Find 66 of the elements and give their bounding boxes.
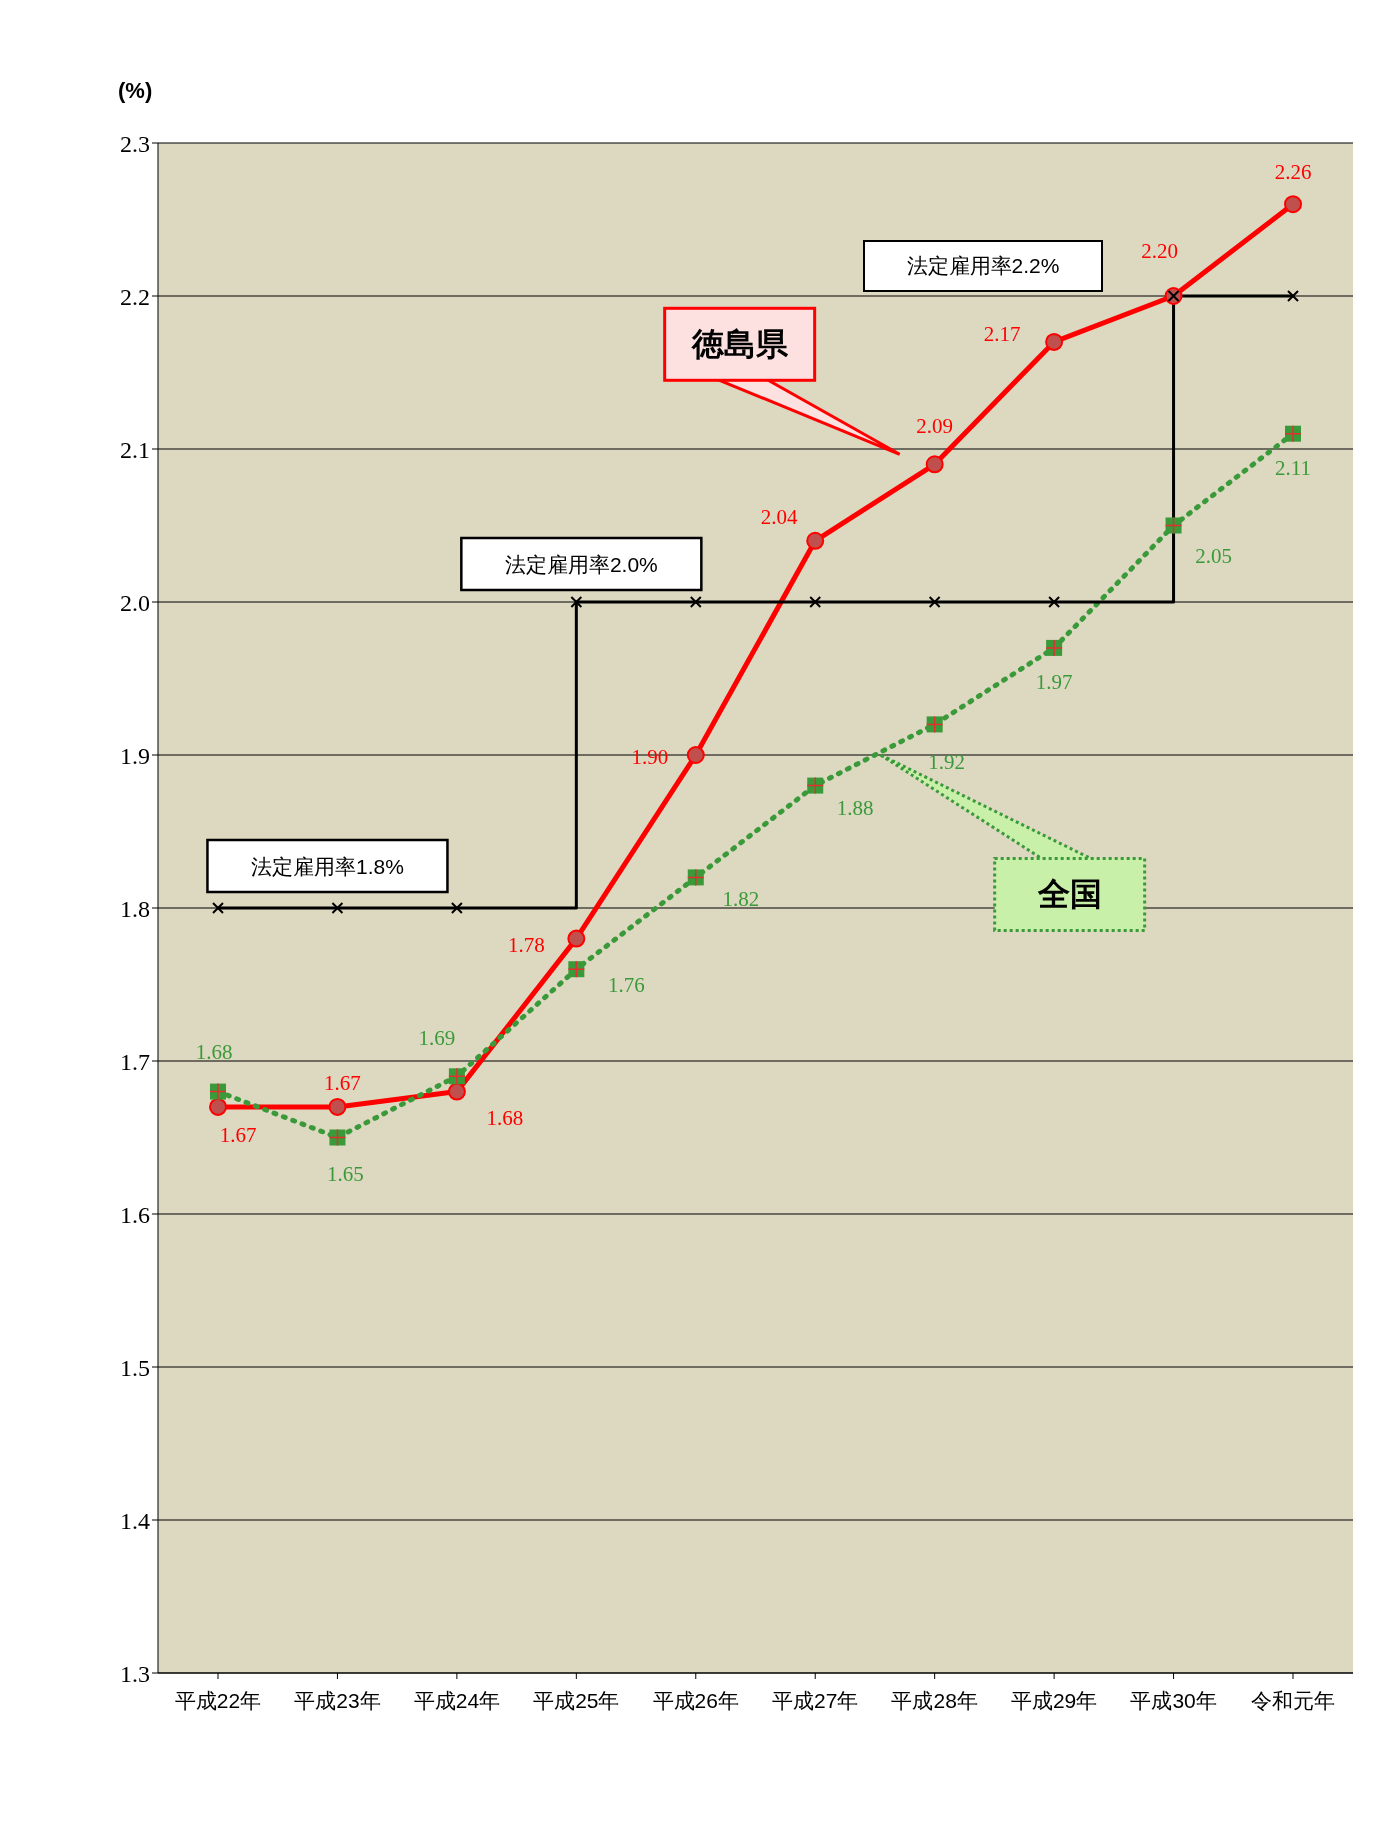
data-label: 1.67	[219, 1122, 257, 1147]
y-tick-label: 2.3	[120, 130, 150, 157]
x-tick-label: 令和元年	[1251, 1688, 1335, 1712]
data-label: 2.20	[1141, 239, 1178, 263]
y-tick-label: 1.8	[120, 895, 150, 922]
x-tick-label: 平成24年	[413, 1688, 501, 1712]
callout-box: 徳島県	[663, 306, 902, 456]
y-tick-label: 1.5	[120, 1354, 150, 1381]
y-tick-label: 1.4	[120, 1507, 150, 1534]
point	[928, 596, 941, 608]
point	[1048, 596, 1061, 608]
point	[689, 596, 702, 608]
point	[1287, 290, 1299, 302]
annotation: 法定雇用率1.8%	[251, 854, 404, 878]
y-tick-label: 1.3	[120, 1660, 150, 1687]
data-label: 1.68	[195, 1039, 233, 1064]
point	[925, 455, 944, 474]
point	[686, 746, 705, 764]
data-label: 2.05	[1195, 543, 1232, 568]
data-label: 1.78	[507, 932, 545, 957]
label-box: 法定雇用率1.8%	[206, 838, 449, 894]
data-label: 1.82	[722, 887, 760, 912]
data-label: 1.88	[836, 795, 874, 820]
data-label: 1.68	[486, 1105, 524, 1130]
data-label: 2.04	[760, 504, 799, 529]
y-axis-title: (%)	[118, 78, 153, 104]
x-tick-label: 平成30年	[1130, 1688, 1217, 1712]
data-label: 1.67	[324, 1070, 361, 1095]
y-tick-label: 2.1	[120, 436, 150, 463]
point	[806, 531, 825, 550]
y-tick-label: 2.2	[120, 283, 150, 310]
x-tick-label: 平成25年	[533, 1688, 620, 1712]
point	[567, 929, 586, 948]
x-tick-label: 平成22年	[174, 1688, 262, 1712]
y-tick-label: 1.6	[120, 1201, 150, 1228]
x-tick-label: 平成29年	[1010, 1688, 1098, 1712]
data-label: 1.90	[631, 745, 669, 769]
data-label: 1.97	[1035, 669, 1073, 694]
point	[447, 1082, 466, 1101]
point	[328, 1097, 347, 1116]
label-box: 法定雇用率2.2%	[863, 240, 1103, 292]
data-label: 1.76	[607, 973, 645, 998]
y-tick-label: 1.7	[120, 1048, 150, 1075]
data-label: 2.17	[983, 321, 1021, 346]
x-tick-label: 平成28年	[891, 1688, 978, 1712]
y-tick-label: 1.9	[120, 742, 150, 769]
x-tick-label: 平成26年	[652, 1688, 739, 1712]
point	[570, 596, 583, 608]
point	[212, 902, 224, 914]
data-label: 1.65	[327, 1161, 364, 1186]
data-label: 2.09	[916, 414, 954, 439]
annotation: 法定雇用率2.0%	[504, 552, 658, 576]
data-label: 1.92	[928, 750, 966, 775]
point	[331, 902, 344, 914]
x-tick-label: 平成27年	[772, 1688, 859, 1712]
data-label: 2.11	[1275, 455, 1311, 480]
x-tick-label: 平成23年	[294, 1688, 381, 1712]
point	[450, 902, 463, 914]
point	[1045, 332, 1064, 351]
point	[1284, 195, 1302, 214]
point	[809, 596, 822, 608]
data-label: 2.26	[1274, 160, 1312, 185]
label-box: 法定雇用率2.0%	[460, 536, 703, 592]
point	[209, 1097, 227, 1116]
data-label: 1.69	[418, 1026, 456, 1051]
y-tick-label: 2.0	[120, 589, 150, 616]
